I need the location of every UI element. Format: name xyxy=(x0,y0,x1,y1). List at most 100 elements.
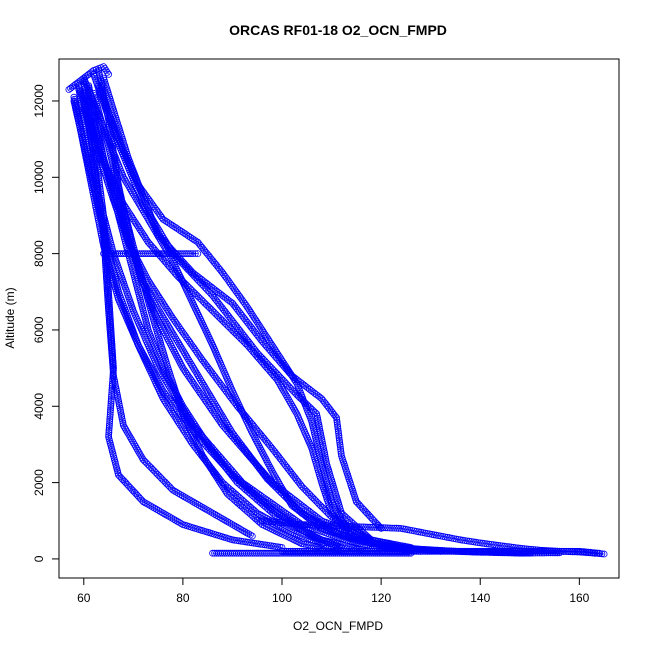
data-point xyxy=(291,520,299,528)
data-point xyxy=(207,508,215,516)
data-point xyxy=(218,515,226,522)
data-point xyxy=(177,422,185,430)
data-point xyxy=(167,253,175,261)
data-point xyxy=(216,408,224,416)
data-point xyxy=(121,423,128,431)
data-point xyxy=(178,345,186,353)
data-point xyxy=(165,404,173,412)
profile-series xyxy=(75,82,445,555)
data-point xyxy=(272,347,280,355)
data-point xyxy=(278,356,285,364)
data-point xyxy=(103,283,111,291)
data-point xyxy=(362,523,370,531)
data-point xyxy=(156,234,163,242)
data-point xyxy=(286,369,294,376)
data-point xyxy=(270,471,278,479)
data-point xyxy=(239,538,247,545)
data-point xyxy=(448,547,456,555)
data-point xyxy=(173,488,181,496)
data-point xyxy=(177,520,185,527)
data-point xyxy=(246,539,254,546)
data-point xyxy=(231,522,239,530)
data-point xyxy=(172,415,180,423)
data-point xyxy=(89,146,96,154)
data-point xyxy=(273,475,280,483)
data-point xyxy=(281,361,289,369)
data-point xyxy=(163,218,171,226)
data-point xyxy=(100,63,107,70)
data-point xyxy=(124,207,132,215)
data-point xyxy=(242,301,250,309)
data-point xyxy=(175,339,183,347)
data-point xyxy=(192,347,200,355)
data-point xyxy=(214,404,222,412)
data-point xyxy=(284,395,292,403)
data-point xyxy=(199,433,207,441)
data-point xyxy=(534,547,541,555)
data-point xyxy=(134,446,142,454)
data-point xyxy=(498,547,506,555)
data-point xyxy=(106,326,114,334)
data-point xyxy=(257,519,264,527)
data-point xyxy=(185,250,193,258)
data-point xyxy=(478,547,486,555)
data-point xyxy=(156,309,164,317)
data-point xyxy=(213,474,221,482)
data-point xyxy=(205,507,213,515)
data-point xyxy=(208,395,216,403)
data-point xyxy=(527,545,535,553)
data-point xyxy=(245,305,252,313)
data-point xyxy=(170,411,178,419)
data-point xyxy=(501,547,508,555)
data-point xyxy=(485,547,493,555)
data-point xyxy=(185,373,193,381)
data-point xyxy=(336,443,344,451)
data-point xyxy=(182,494,190,502)
data-point xyxy=(256,323,264,331)
data-point xyxy=(173,320,181,328)
data-point xyxy=(595,549,603,557)
data-point xyxy=(404,526,412,534)
data-point xyxy=(219,414,227,422)
data-point xyxy=(426,547,434,555)
data-point xyxy=(205,461,213,469)
data-point xyxy=(145,501,153,509)
data-point xyxy=(421,547,429,555)
data-point xyxy=(244,538,251,546)
data-point xyxy=(195,374,203,382)
data-point xyxy=(108,393,115,401)
data-point xyxy=(589,549,596,556)
profile-series xyxy=(100,250,202,258)
data-point xyxy=(158,509,166,516)
data-point xyxy=(300,521,308,529)
data-point xyxy=(276,519,284,526)
data-point xyxy=(180,366,188,374)
data-point xyxy=(147,219,154,227)
data-point xyxy=(156,295,164,302)
data-point xyxy=(265,518,273,525)
data-point xyxy=(441,533,449,541)
data-point xyxy=(108,389,116,396)
data-point xyxy=(263,517,271,525)
data-point xyxy=(556,547,563,555)
data-point xyxy=(558,547,566,555)
data-point xyxy=(260,517,268,525)
data-point xyxy=(177,227,185,235)
data-point xyxy=(333,418,341,426)
data-point xyxy=(113,389,121,397)
data-point xyxy=(531,547,539,555)
data-point xyxy=(165,337,172,344)
data-point xyxy=(318,547,326,555)
data-point xyxy=(417,528,425,536)
data-point xyxy=(120,173,127,181)
data-point xyxy=(538,547,546,555)
data-point xyxy=(478,539,486,547)
data-point xyxy=(461,537,469,544)
data-point xyxy=(267,518,275,525)
data-point xyxy=(164,307,172,315)
data-point xyxy=(123,179,131,187)
data-point xyxy=(269,343,277,351)
data-point xyxy=(154,364,162,372)
data-point xyxy=(225,423,233,431)
data-point xyxy=(190,364,198,372)
